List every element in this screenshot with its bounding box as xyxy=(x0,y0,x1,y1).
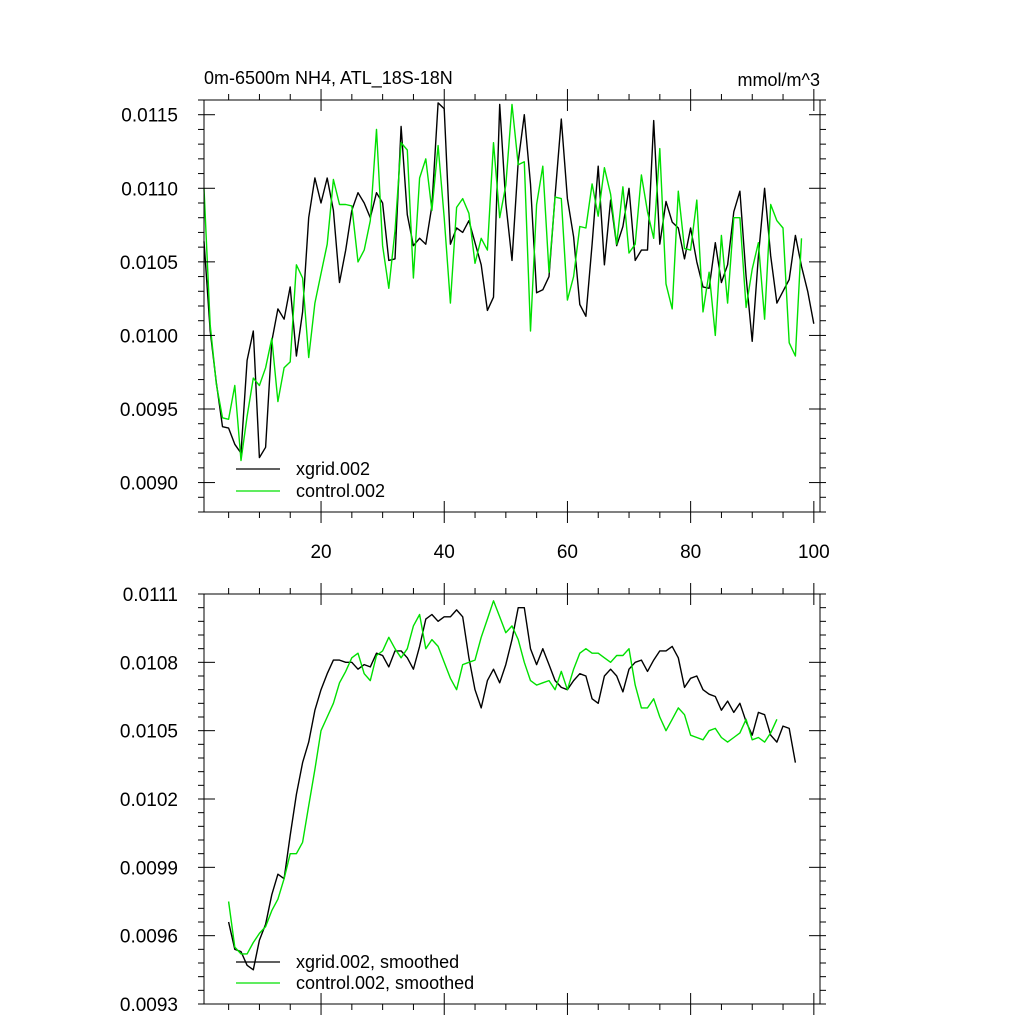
bottom-panel: 0.0093 0.0096 0.0099 0.0102 0.0105 0.0108 0.01… xyxy=(120,583,826,1016)
legend-label-xgrid-smoothed: xgrid.002, smoothed xyxy=(296,952,459,972)
x-tick-label: 80 xyxy=(680,542,701,563)
y-tick-label: 0.0105 xyxy=(120,253,178,274)
top-panel: 0m-6500m NH4, ATL_18S-18N mmol/m^3 0.009… xyxy=(120,68,830,563)
y-tick-label: 0.0096 xyxy=(120,927,178,948)
y-tick-label: 0.0115 xyxy=(121,106,178,127)
y-tick-label: 0.0108 xyxy=(120,653,178,674)
legend-label-xgrid: xgrid.002 xyxy=(296,459,370,479)
top-panel-title: 0m-6500m NH4, ATL_18S-18N xyxy=(204,68,453,89)
y-tick-label: 0.0099 xyxy=(120,858,178,879)
y-tick-label: 0.0111 xyxy=(123,585,178,606)
y-tick-label: 0.0090 xyxy=(120,474,178,495)
x-tick-label: 100 xyxy=(798,542,830,563)
y-tick-label: 0.0095 xyxy=(120,400,178,421)
series-line-xgrid-002 xyxy=(203,102,815,459)
y-tick-label: 0.0105 xyxy=(120,722,178,743)
series-line-control-002 xyxy=(203,103,803,462)
series-line-control-002-smoothed xyxy=(227,600,778,955)
series-line-xgrid-002-smoothed xyxy=(227,607,797,971)
bottom-panel-legend: xgrid.002, smoothed control.002, smoothe… xyxy=(236,952,474,993)
x-tick-label: 40 xyxy=(434,542,455,563)
top-panel-units: mmol/m^3 xyxy=(738,70,820,90)
y-tick-label: 0.0100 xyxy=(120,326,178,347)
y-tick-label: 0.0110 xyxy=(121,179,178,200)
x-tick-label: 60 xyxy=(557,542,578,563)
x-tick-label: 20 xyxy=(310,542,331,563)
top-panel-legend: xgrid.002 control.002 xyxy=(236,459,385,501)
y-tick-label: 0.0102 xyxy=(120,790,178,811)
y-tick-label: 0.0093 xyxy=(120,995,178,1016)
legend-label-control-smoothed: control.002, smoothed xyxy=(296,973,474,993)
legend-label-control: control.002 xyxy=(296,481,385,501)
